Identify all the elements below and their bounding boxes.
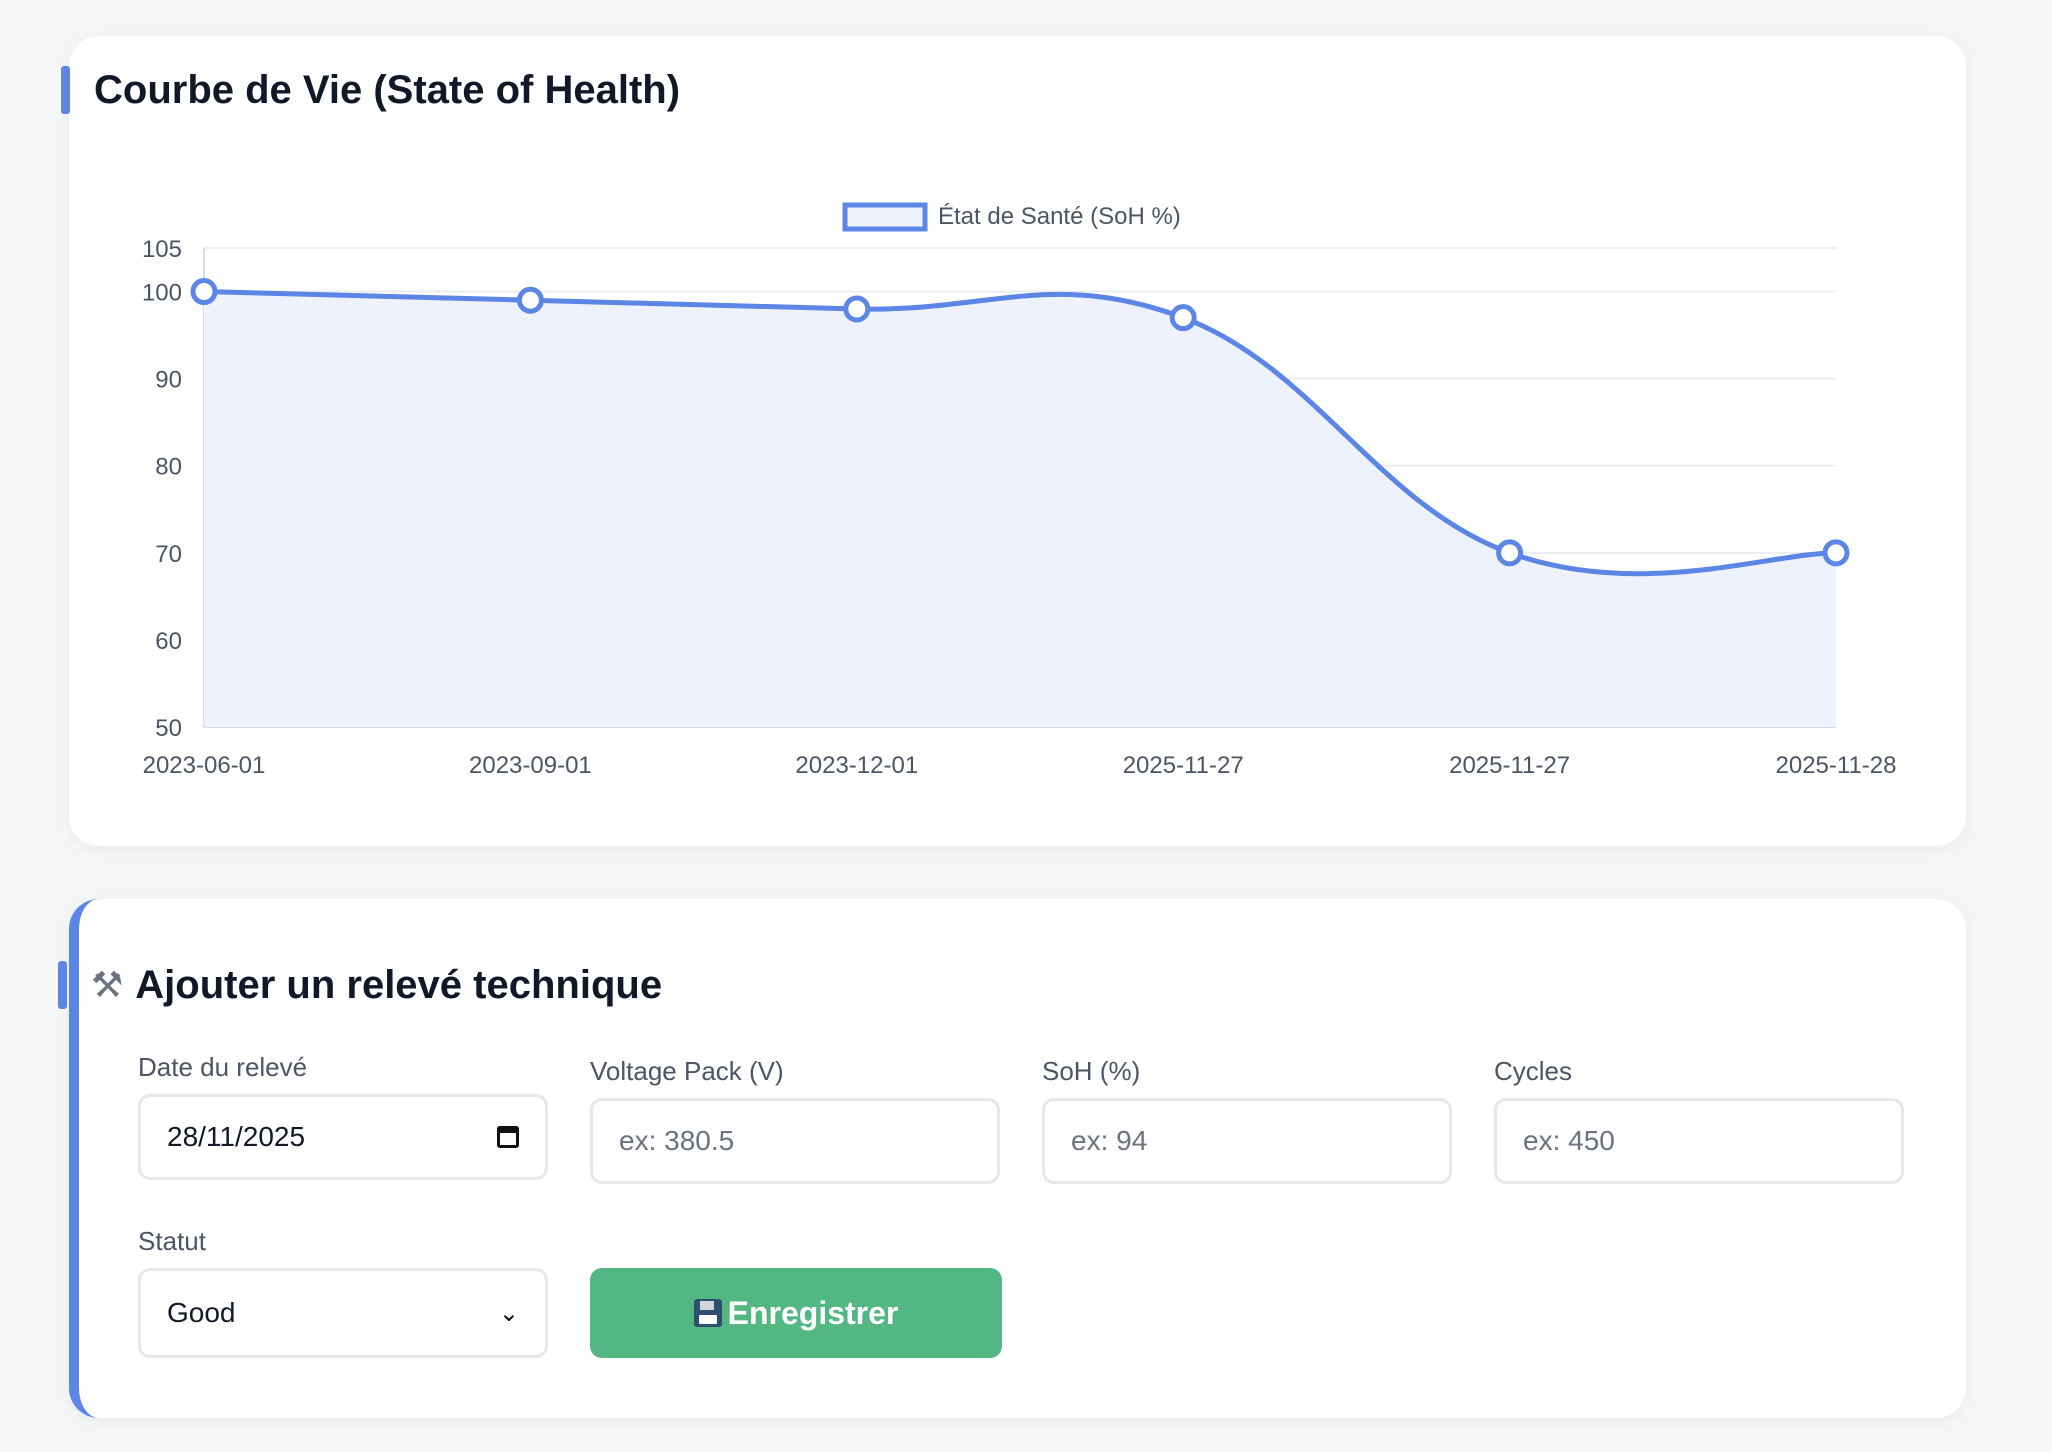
title-accent-bar [61, 66, 70, 114]
soh-point [190, 278, 218, 306]
y-tick-label: 60 [155, 628, 182, 655]
x-tick-label: 2023-06-01 [143, 752, 266, 779]
legend-swatch [842, 202, 928, 232]
x-tick-label: 2023-09-01 [469, 752, 592, 779]
voltage-placeholder: ex: 380.5 [619, 1125, 735, 1156]
x-tick-label: 2025-11-27 [1449, 752, 1570, 779]
form-title: Ajouter un relevé technique [135, 962, 663, 1007]
soh-area-fill [204, 291, 1836, 727]
y-tick-label: 50 [155, 715, 182, 742]
save-button[interactable]: Enregistrer [590, 1268, 1002, 1358]
tools-icon: ⚒ [91, 964, 124, 1005]
chevron-down-icon: ⌄ [498, 1299, 519, 1327]
status-value: Good [167, 1297, 236, 1328]
soh-chart: 105 100 90 80 70 60 50 2023-06-01 2023-09-01 2023… [142, 202, 1897, 779]
soh-point [1496, 539, 1524, 567]
y-tick-label: 100 [142, 280, 182, 307]
save-label: Enregistrer [727, 1294, 899, 1331]
soh-label: SoH (%) [1042, 1056, 1141, 1086]
cycles-input[interactable]: ex: 450 [1494, 1098, 1904, 1184]
title-accent-bar [58, 961, 67, 1009]
y-tick-label: 90 [155, 367, 182, 394]
x-tick-label: 2025-11-28 [1776, 752, 1897, 779]
status-select[interactable]: Good ⌄ [138, 1268, 548, 1358]
y-tick-label: 80 [155, 454, 182, 481]
legend-label: État de Santé (SoH %) [938, 203, 1181, 230]
soh-point [843, 295, 871, 323]
soh-point [1822, 539, 1850, 567]
status-label: Statut [138, 1226, 206, 1256]
soh-point [516, 286, 544, 314]
x-tick-label: 2025-11-27 [1123, 752, 1244, 779]
chart-header: Courbe de Vie (State of Health) [61, 60, 680, 120]
soh-placeholder: ex: 94 [1071, 1125, 1148, 1156]
date-label: Date du relevé [138, 1052, 308, 1082]
date-value: 28/11/2025 [167, 1121, 306, 1152]
soh-input[interactable]: ex: 94 [1042, 1098, 1452, 1184]
chart-title: Courbe de Vie (State of Health) [94, 67, 681, 112]
cycles-placeholder: ex: 450 [1523, 1125, 1615, 1156]
voltage-label: Voltage Pack (V) [590, 1056, 784, 1086]
soh-point [1169, 304, 1197, 332]
voltage-input[interactable]: ex: 380.5 [590, 1098, 1000, 1184]
cycles-label: Cycles [1494, 1056, 1573, 1086]
y-tick-label: 70 [155, 541, 182, 568]
date-input[interactable]: 28/11/2025 [138, 1094, 548, 1180]
soh-line [203, 289, 1837, 577]
floppy-disk-icon [693, 1299, 722, 1327]
calendar-icon[interactable] [497, 1126, 519, 1148]
form-header: ⚒ Ajouter un relevé technique [58, 955, 662, 1015]
y-tick-label: 105 [142, 236, 182, 263]
x-tick-label: 2023-12-01 [795, 752, 918, 779]
